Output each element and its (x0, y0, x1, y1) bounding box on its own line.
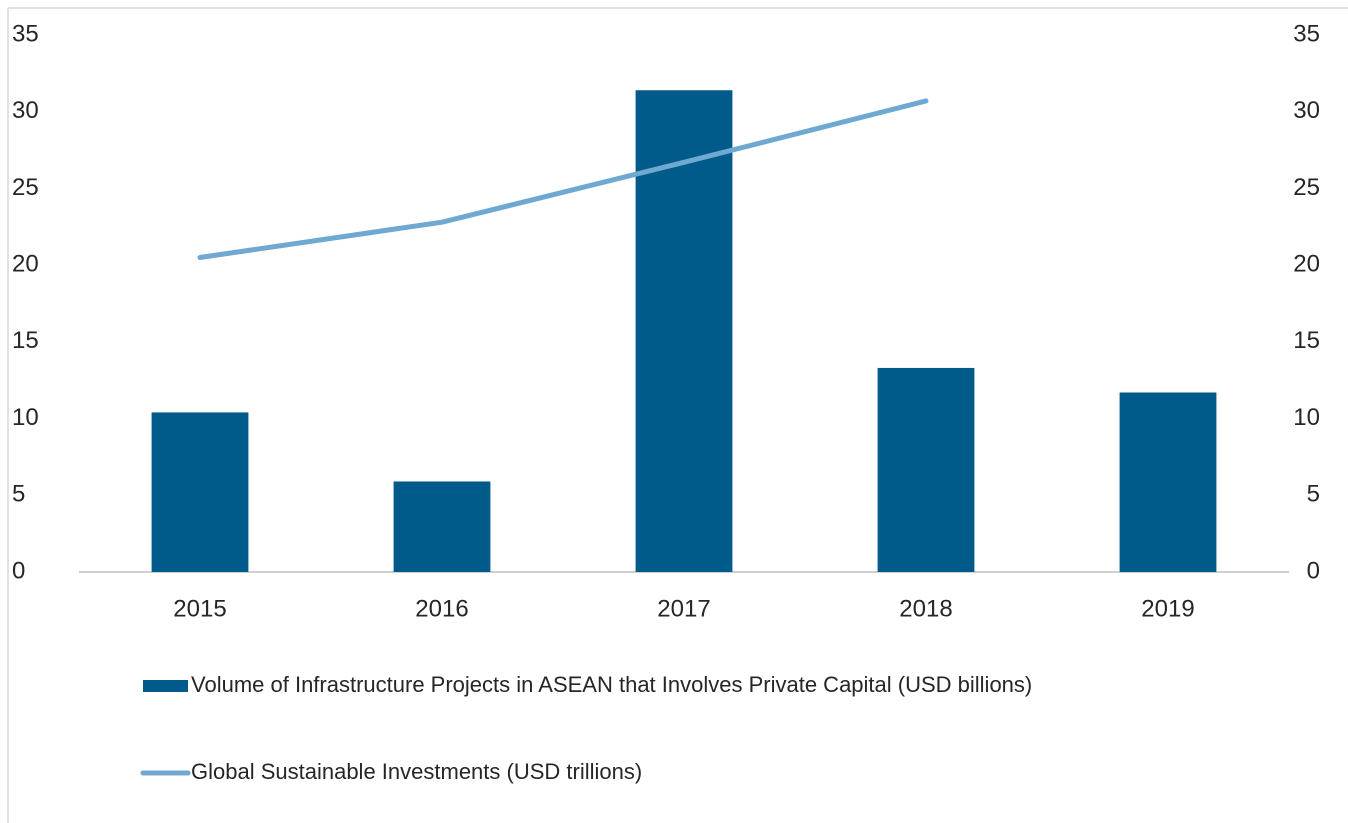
x-tick-label: 2019 (1141, 595, 1194, 622)
y-tick-label: 0 (12, 557, 25, 584)
x-tick-label: 2015 (173, 595, 226, 622)
x-tick-label: 2017 (657, 595, 710, 622)
y-tick-label: 10 (12, 404, 39, 431)
y2-tick-label: 30 (1293, 97, 1320, 124)
y2-tick-label: 10 (1293, 404, 1320, 431)
legend-swatch (143, 680, 188, 692)
y2-tick-label: 25 (1293, 174, 1320, 201)
y-tick-label: 35 (12, 20, 39, 47)
y-tick-label: 15 (12, 327, 39, 354)
y-tick-label: 5 (12, 481, 25, 508)
y-tick-label: 25 (12, 174, 39, 201)
x-tick-label: 2018 (899, 595, 952, 622)
legend-label: Volume of Infrastructure Projects in ASE… (191, 672, 1032, 697)
line (197, 98, 929, 260)
y2-tick-label: 15 (1293, 327, 1320, 354)
bar (877, 367, 975, 572)
x-tick-label: 2016 (415, 595, 468, 622)
bar (151, 412, 249, 572)
y-tick-label: 30 (12, 97, 39, 124)
y2-tick-label: 20 (1293, 250, 1320, 277)
bar (393, 481, 491, 572)
y2-tick-label: 0 (1307, 557, 1320, 584)
bar (1119, 392, 1217, 572)
y2-tick-label: 35 (1293, 20, 1320, 47)
y2-tick-label: 5 (1307, 481, 1320, 508)
y-tick-label: 20 (12, 250, 39, 277)
legend-label: Global Sustainable Investments (USD tril… (191, 759, 642, 784)
